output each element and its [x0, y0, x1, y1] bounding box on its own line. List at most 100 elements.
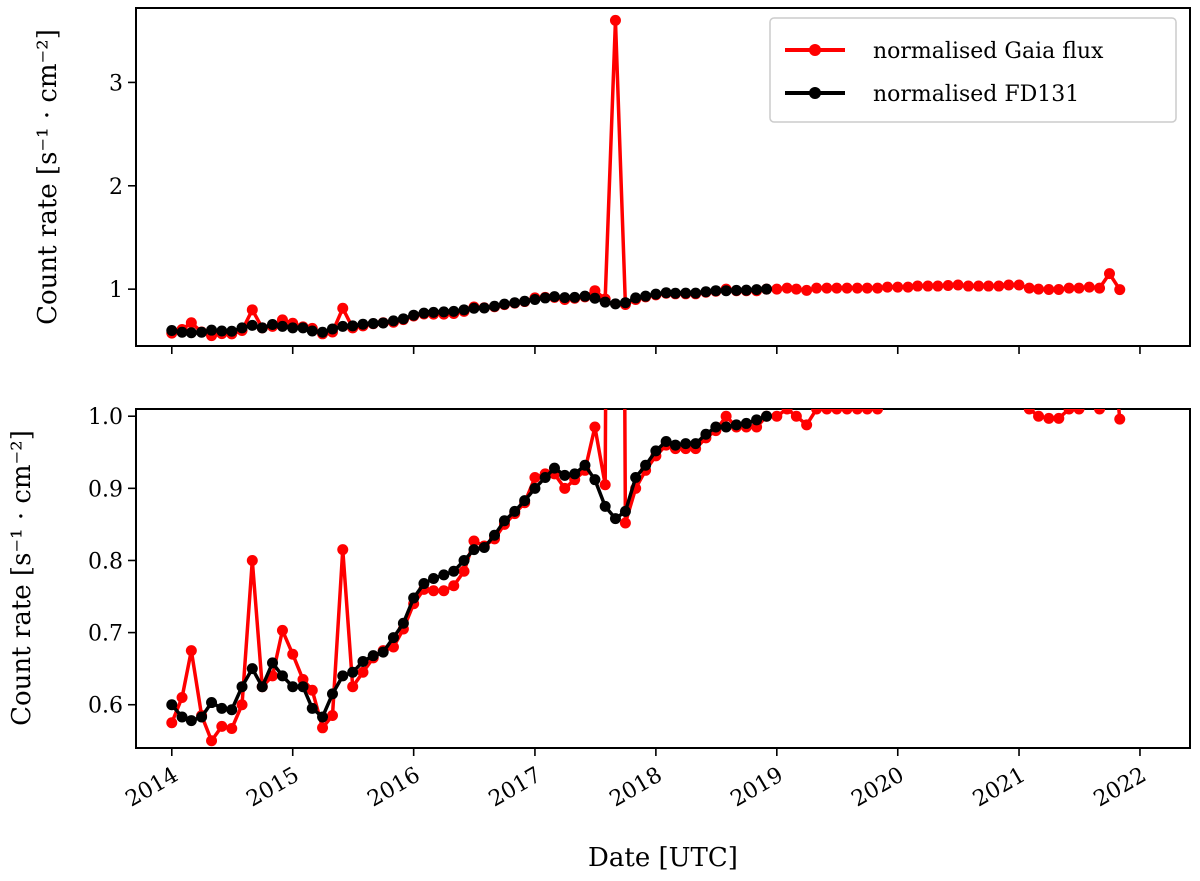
bottom-gaia-point — [781, 409, 793, 415]
bottom-fd131-point — [418, 578, 430, 590]
bottom-fd131-series — [166, 410, 773, 727]
bottom-fd131-point — [317, 711, 329, 723]
top-fd131-point — [236, 322, 248, 334]
bottom-fd131-point — [448, 565, 460, 577]
top-fd131-point — [347, 320, 359, 332]
bottom-gaia-point — [922, 389, 933, 400]
top-fd131-point — [529, 293, 541, 305]
bottom-fd131-point — [529, 482, 541, 494]
top-fd131-point — [548, 291, 560, 303]
legend-box — [769, 17, 1177, 123]
bottom-gaia-point — [983, 389, 994, 400]
top-fd131-point — [539, 292, 551, 304]
top-fd131-point — [367, 317, 379, 329]
top-fd131-point — [700, 286, 712, 298]
top-fd131-point — [569, 291, 581, 303]
bottom-fd131-point — [287, 681, 299, 693]
top-fd131-point — [660, 287, 672, 299]
bottom-gaia-point — [428, 585, 440, 597]
bottom-gaia-point — [216, 720, 228, 732]
bottom-y-tick-label: 0.9 — [88, 477, 123, 502]
bottom-gaia-point — [337, 544, 349, 556]
bottom-fd131-point — [640, 459, 652, 471]
bottom-gaia-point — [882, 396, 893, 407]
top-y-tick-label: 2 — [109, 175, 123, 200]
top-fd131-point — [166, 324, 178, 336]
bottom-gaia-point — [821, 409, 833, 415]
top-fd131-point — [630, 292, 642, 304]
bottom-fd131-point — [579, 459, 591, 471]
bottom-fd131-point — [569, 468, 581, 480]
bottom-gaia-point — [801, 419, 813, 431]
top-fd131-point — [428, 306, 440, 318]
top-gaia-point — [246, 304, 258, 316]
bottom-fd131-point — [297, 681, 309, 693]
top-gaia-point — [1114, 284, 1126, 296]
bottom-fd131-point — [206, 697, 218, 709]
bottom-gaia-point — [287, 648, 299, 660]
top-panel: 1 2 3 Count rate [s⁻¹ · cm⁻²] normalised G… — [33, 7, 1191, 354]
top-gaia-point — [185, 317, 197, 329]
top-fd131-point — [357, 318, 369, 330]
bottom-gaia-point — [619, 517, 631, 529]
top-gaia-point — [801, 284, 813, 296]
top-fd131-point — [650, 288, 662, 300]
bottom-gaia-point — [831, 409, 843, 415]
top-fd131-point — [185, 327, 197, 339]
top-fd131-point — [730, 284, 742, 296]
top-gaia-point — [912, 280, 924, 292]
top-fd131-point — [377, 317, 389, 329]
bottom-fd131-point — [609, 513, 621, 525]
bottom-fd131-point — [740, 417, 752, 429]
top-fd131-point — [196, 326, 208, 338]
bottom-gaia-point — [226, 723, 238, 735]
bottom-gaia-point — [841, 409, 853, 415]
top-gaia-point — [881, 281, 893, 293]
top-gaia-point — [811, 282, 823, 294]
x-tick-label: 2020 — [848, 763, 909, 813]
top-gaia-point — [973, 280, 985, 292]
bottom-gaia-point — [1094, 409, 1106, 415]
bottom-fd131-point — [236, 681, 248, 693]
top-gaia-point — [902, 281, 914, 293]
top-fd131-point — [710, 285, 722, 297]
top-gaia-point — [1013, 279, 1025, 291]
bottom-gaia-point — [529, 472, 541, 484]
top-fd131-point — [740, 284, 752, 296]
top-gaia-point — [771, 283, 783, 295]
top-gaia-point — [932, 280, 944, 292]
x-tick-label: 2017 — [485, 763, 546, 813]
bottom-gaia-point — [236, 699, 248, 711]
bottom-fd131-point — [306, 702, 318, 714]
bottom-gaia-point — [861, 409, 873, 415]
bottom-gaia-point — [892, 396, 903, 407]
bottom-fd131-point — [256, 681, 268, 693]
top-fd131-point — [326, 323, 338, 335]
bottom-gaia-point — [559, 482, 571, 494]
bottom-fd131-point — [176, 711, 188, 723]
x-tick-label: 2021 — [969, 763, 1030, 813]
top-fd131-point — [246, 319, 258, 331]
top-fd131-point — [498, 298, 510, 310]
top-gaia-point — [589, 285, 601, 297]
bottom-fd131-point — [730, 419, 742, 431]
bottom-fd131-point — [408, 592, 420, 604]
bottom-gaia-point — [1043, 412, 1055, 424]
bottom-gaia-point — [176, 692, 188, 704]
x-tick-label: 2014 — [122, 763, 183, 813]
top-gaia-point — [942, 280, 954, 292]
top-fd131-point — [306, 325, 318, 337]
bottom-y-tick-label: 0.8 — [88, 549, 123, 574]
bottom-fd131-point — [337, 670, 349, 682]
top-gaia-point — [1063, 282, 1075, 294]
legend-fd131-label: normalised FD131 — [873, 82, 1079, 107]
top-gaia-point — [1094, 282, 1106, 294]
top-fd131-point — [751, 284, 763, 296]
top-fd131-point — [176, 326, 188, 338]
bottom-fd131-point — [478, 541, 490, 553]
top-gaia-point — [781, 282, 793, 294]
bottom-fd131-point — [428, 573, 440, 584]
top-fd131-point — [458, 304, 470, 316]
top-fd131-point — [287, 322, 299, 334]
